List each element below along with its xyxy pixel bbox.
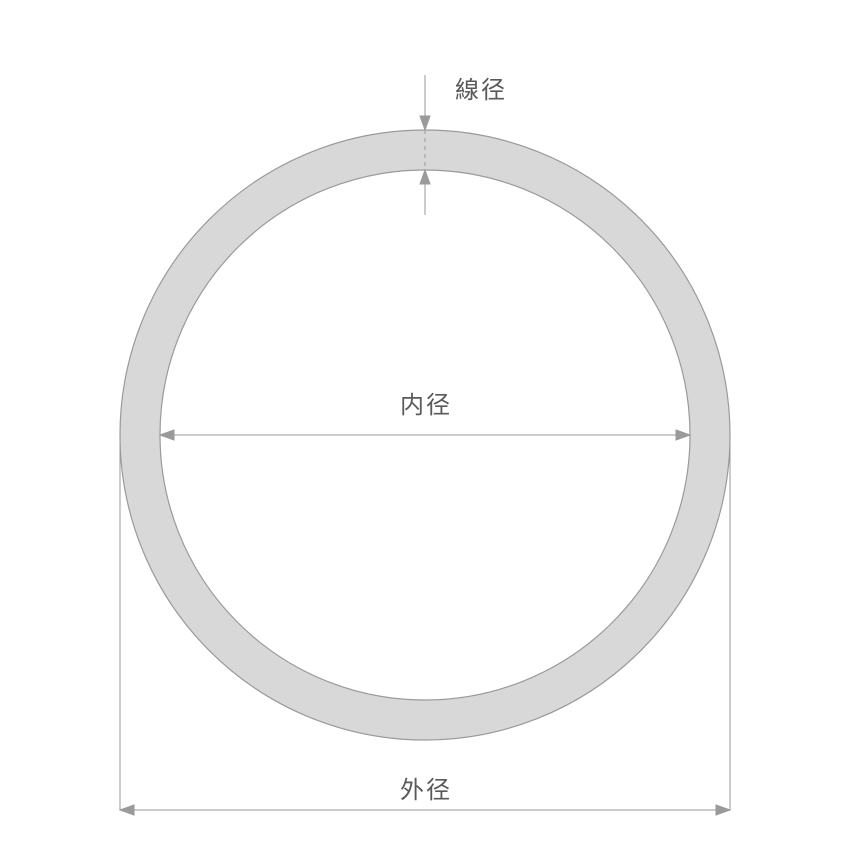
wire-dim-arrow-top bbox=[420, 116, 430, 130]
outer-diameter-label: 外径 bbox=[400, 770, 452, 805]
outer-dim-arrow-left bbox=[120, 805, 134, 815]
outer-dim-arrow-right bbox=[716, 805, 730, 815]
diagram-canvas: 線径 内径 外径 bbox=[0, 0, 850, 850]
inner-dim-arrow-right bbox=[676, 430, 690, 440]
inner-diameter-label: 内径 bbox=[400, 385, 452, 420]
diagram-svg bbox=[0, 0, 850, 850]
wire-diameter-label: 線径 bbox=[455, 70, 507, 105]
inner-dim-arrow-left bbox=[160, 430, 174, 440]
